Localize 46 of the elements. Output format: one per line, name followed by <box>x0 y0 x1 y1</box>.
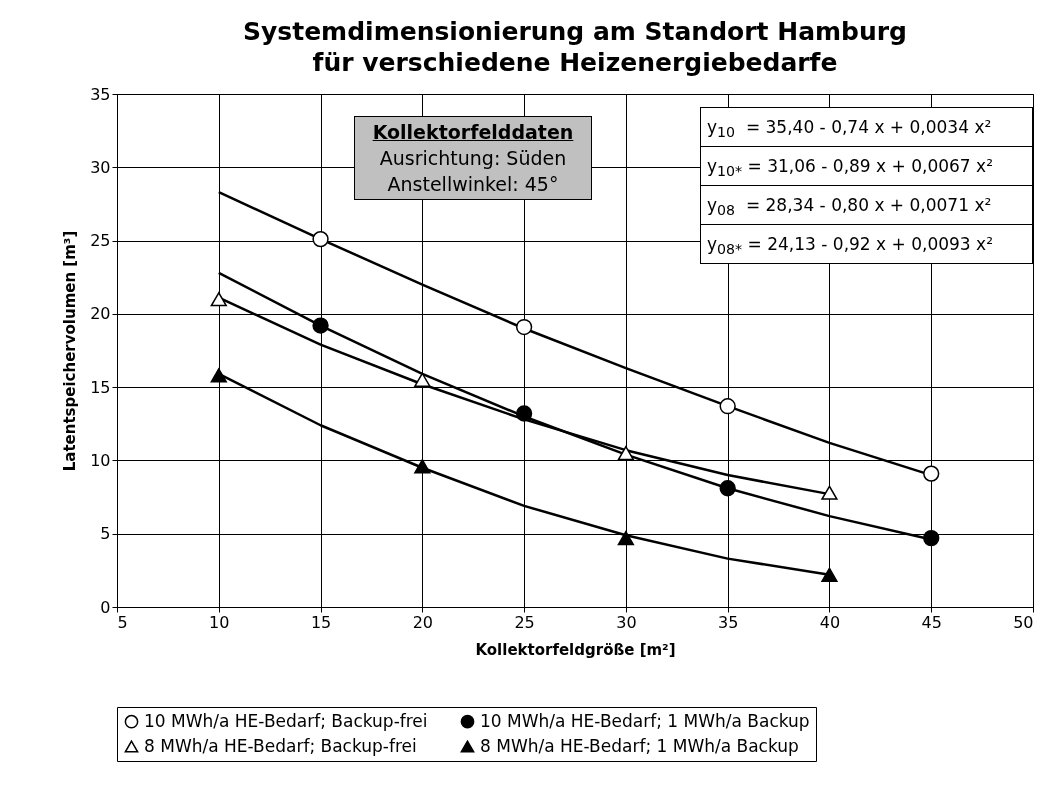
y-tick-label: 20 <box>90 304 111 324</box>
point <box>414 372 431 387</box>
point <box>923 465 940 482</box>
point <box>414 459 431 474</box>
annotation: y$_{08}$ = 28,34 - 0,80 x + 0,0071 x² <box>700 185 1033 225</box>
y-tick-label: 25 <box>90 231 111 251</box>
x-tick-label: 50 <box>1013 612 1034 632</box>
annotation: y$_{10*}$ = 31,06 - 0,89 x + 0,0067 x² <box>700 146 1033 186</box>
x-tick-label: 40 <box>819 612 841 632</box>
point <box>312 317 329 334</box>
legend-label: 10 MWh/a HE-Bedarf; Backup-frei <box>144 710 428 731</box>
x-tick-label: 15 <box>310 612 332 632</box>
x-tick-label: 20 <box>412 612 434 632</box>
y-tick-label: 10 <box>90 450 111 470</box>
point <box>719 398 736 415</box>
x-tick-label: 10 <box>209 612 230 632</box>
point <box>821 485 838 500</box>
y-tick-label: 30 <box>90 157 111 177</box>
point <box>210 368 227 383</box>
chart-title: Systemdimensionierung am Standort Hamburg für verschiedene Heizenergiebedarfe <box>243 17 907 77</box>
y-tick-label: 35 <box>90 84 111 104</box>
x-tick-label: 5 <box>117 612 128 632</box>
point <box>821 567 838 582</box>
legend-label: 8 MWh/a HE-Bedarf; 1 MWh/a Backup <box>480 735 799 756</box>
annotation: Kollektorfelddaten Ausrichtung: Süden Anstellwinkel: 45° <box>355 119 591 197</box>
y-tick-label: 0 <box>100 597 111 617</box>
point <box>719 480 736 497</box>
y-axis-title: Latentspeichervolumen [m³] <box>61 230 80 472</box>
point <box>210 292 227 307</box>
point <box>617 445 635 461</box>
legend-label: 8 MWh/a HE-Bedarf; Backup-frei <box>144 735 417 756</box>
x-tick-label: 30 <box>616 612 637 632</box>
point <box>515 405 533 422</box>
y-tick-label: 5 <box>100 524 111 544</box>
x-tick-label: 25 <box>514 612 535 632</box>
point <box>617 530 635 546</box>
x-tick-label: 35 <box>717 612 739 632</box>
point <box>312 230 329 248</box>
annotation: y$_{08*}$ = 24,13 - 0,92 x + 0,0093 x² <box>700 224 1033 264</box>
x-tick-label: 45 <box>921 612 942 632</box>
legend-label: 10 MWh/a HE-Bedarf; 1 MWh/a Backup <box>480 710 810 731</box>
point <box>923 529 940 547</box>
annotation: y$_{10}$ = 35,40 - 0,74 x + 0,0034 x² <box>700 107 1033 147</box>
x-axis-title: Kollektorfeldgröße [m²] <box>475 640 676 659</box>
y-tick-label: 15 <box>90 377 111 397</box>
point <box>515 318 533 336</box>
